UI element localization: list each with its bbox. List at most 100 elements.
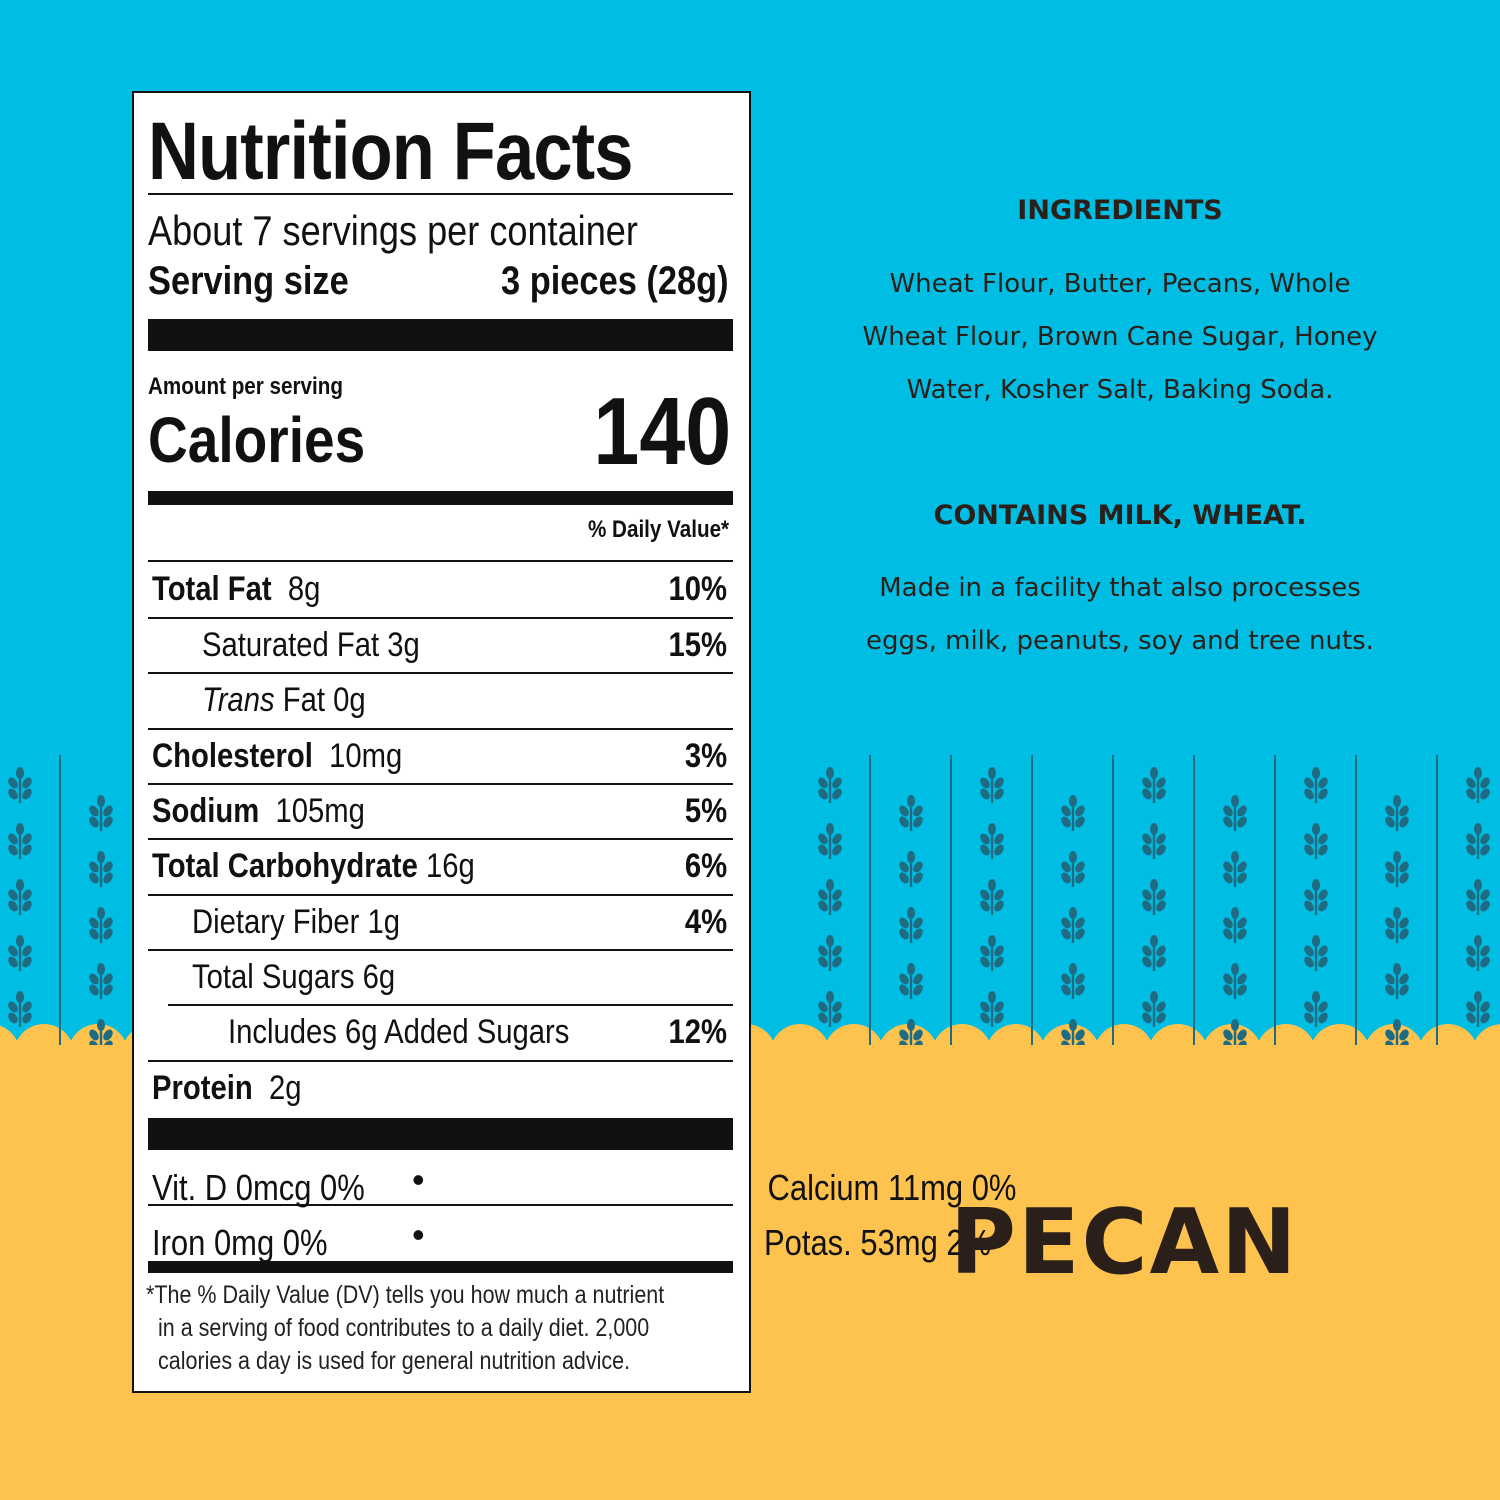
allergen-statement: CONTAINS MILK, WHEAT.	[933, 500, 1307, 531]
nutrient-dv: 3%	[684, 737, 727, 775]
daily-value-header: % Daily Value*	[587, 516, 729, 543]
scallop-bump	[878, 1024, 938, 1070]
divider	[148, 838, 733, 840]
wheat-icon	[980, 767, 1004, 803]
wheat-icon	[818, 879, 842, 915]
wheat-icon	[899, 795, 923, 831]
nutrient-name: Includes 6g Added Sugars	[228, 1013, 570, 1051]
vitamin-row: Vit. D 0mcg 0% • Calcium 11mg 0%	[148, 1151, 1016, 1208]
divider	[148, 949, 733, 951]
wheat-icon	[899, 851, 923, 887]
scallop-bump	[824, 1024, 884, 1070]
wheat-icon	[1304, 823, 1328, 859]
scallop-bump	[1202, 1024, 1262, 1070]
wheat-icon	[89, 907, 113, 943]
wheat-icon	[89, 851, 113, 887]
iron: Iron 0mg 0%	[152, 1222, 328, 1263]
wheat-icon	[8, 767, 32, 803]
divider	[168, 1004, 733, 1006]
nutrient-name: Sodium	[152, 792, 260, 830]
wheat-icon	[980, 879, 1004, 915]
serving-size-label: Serving size	[148, 259, 349, 303]
wheat-icon	[89, 963, 113, 999]
wheat-icon	[1466, 767, 1490, 803]
wheat-icon	[1223, 795, 1247, 831]
wheat-icon	[1466, 879, 1490, 915]
vitamin-row: Iron 0mg 0% • Potas. 53mg 2%	[148, 1206, 991, 1263]
scallop-bump	[14, 1024, 74, 1070]
wheat-icon	[1142, 823, 1166, 859]
nutrient-dv: 10%	[668, 570, 727, 608]
divider	[148, 783, 733, 785]
wheat-icon	[818, 991, 842, 1027]
daily-value-footnote: *The % Daily Value (DV) tells you how mu…	[146, 1281, 665, 1375]
nutrient-row-trans-fat: Trans Fat 0g	[148, 673, 733, 728]
nutrient-row-added-sugars: Includes 6g Added Sugars 12%	[148, 1005, 733, 1060]
nutrient-amount: 2g	[268, 1069, 302, 1107]
thick-divider	[148, 1118, 733, 1150]
nutrient-row-total-fat: Total Fat 8g 10%	[148, 562, 733, 617]
wheat-icon	[1466, 991, 1490, 1027]
nutrient-name: Total Fat	[152, 570, 272, 608]
bullet: •	[412, 1159, 425, 1200]
medium-divider	[148, 491, 733, 505]
bullet: •	[412, 1214, 425, 1255]
wheat-icon	[899, 963, 923, 999]
wheat-icon	[1061, 1019, 1085, 1045]
wheat-icon	[1304, 991, 1328, 1027]
wheat-icon	[818, 935, 842, 971]
nutrition-facts-label: Nutrition Facts About 7 servings per con…	[132, 91, 1016, 1393]
nutrient-name: Fat 0g	[282, 681, 366, 719]
servings-per-container: About 7 servings per container	[148, 207, 638, 254]
facility-statement: Made in a facility that also processes e…	[866, 573, 1374, 656]
wheat-icon	[1304, 767, 1328, 803]
wheat-pattern-decoration	[8, 755, 1490, 1045]
nutrient-row-saturated-fat: Saturated Fat 3g 15%	[148, 618, 733, 673]
divider	[148, 728, 733, 730]
nutrient-dv: 15%	[668, 626, 727, 664]
calcium: Calcium 11mg 0%	[767, 1167, 1017, 1208]
divider	[148, 193, 733, 195]
divider	[148, 560, 733, 562]
nutrient-dv: 6%	[684, 847, 727, 885]
potassium: Potas. 53mg 2%	[763, 1222, 992, 1263]
calories-label: Calories	[148, 404, 366, 476]
scallop-bump	[1094, 1024, 1154, 1070]
nutrient-row-cholesterol: Cholesterol 10mg 3%	[148, 729, 733, 784]
calories-value: 140	[593, 378, 731, 485]
wheat-icon	[1304, 935, 1328, 971]
nutrition-facts-title: Nutrition Facts	[148, 106, 634, 197]
wheat-icon	[1223, 963, 1247, 999]
wheat-icon	[1223, 907, 1247, 943]
product-name: PECAN	[950, 1190, 1299, 1295]
wheat-icon	[8, 823, 32, 859]
wheat-icon	[89, 795, 113, 831]
wheat-icon	[1385, 907, 1409, 943]
wheat-icon	[1061, 963, 1085, 999]
nutrient-name-italic: Trans	[202, 681, 275, 719]
scallop-bump	[932, 1024, 992, 1070]
nutrient-amount: 105mg	[275, 792, 365, 830]
ingredients-title: INGREDIENTS	[1017, 195, 1223, 226]
wheat-icon	[899, 907, 923, 943]
nutrient-dv: 5%	[684, 792, 727, 830]
nutrient-row-protein: Protein 2g	[148, 1061, 733, 1116]
nutrient-name: Total Sugars 6g	[192, 958, 396, 996]
ingredients-list: Wheat Flour, Butter, Pecans, Whole Wheat…	[862, 269, 1378, 405]
scallop-bump	[770, 1024, 830, 1070]
wheat-icon	[1466, 823, 1490, 859]
divider	[148, 617, 733, 619]
scallop-bump	[1148, 1024, 1208, 1070]
scallop-bump	[1364, 1024, 1424, 1070]
wheat-icon	[1466, 935, 1490, 971]
nutrient-amount: 10mg	[329, 737, 403, 775]
medium-divider	[148, 1261, 733, 1273]
wheat-icon	[1142, 935, 1166, 971]
wheat-icon	[1385, 963, 1409, 999]
wheat-icon	[1142, 879, 1166, 915]
wheat-icon	[980, 991, 1004, 1027]
scallop-bump	[1256, 1024, 1316, 1070]
nutrient-dv: 12%	[668, 1013, 727, 1051]
wheat-icon	[1061, 851, 1085, 887]
wheat-icon	[1385, 851, 1409, 887]
